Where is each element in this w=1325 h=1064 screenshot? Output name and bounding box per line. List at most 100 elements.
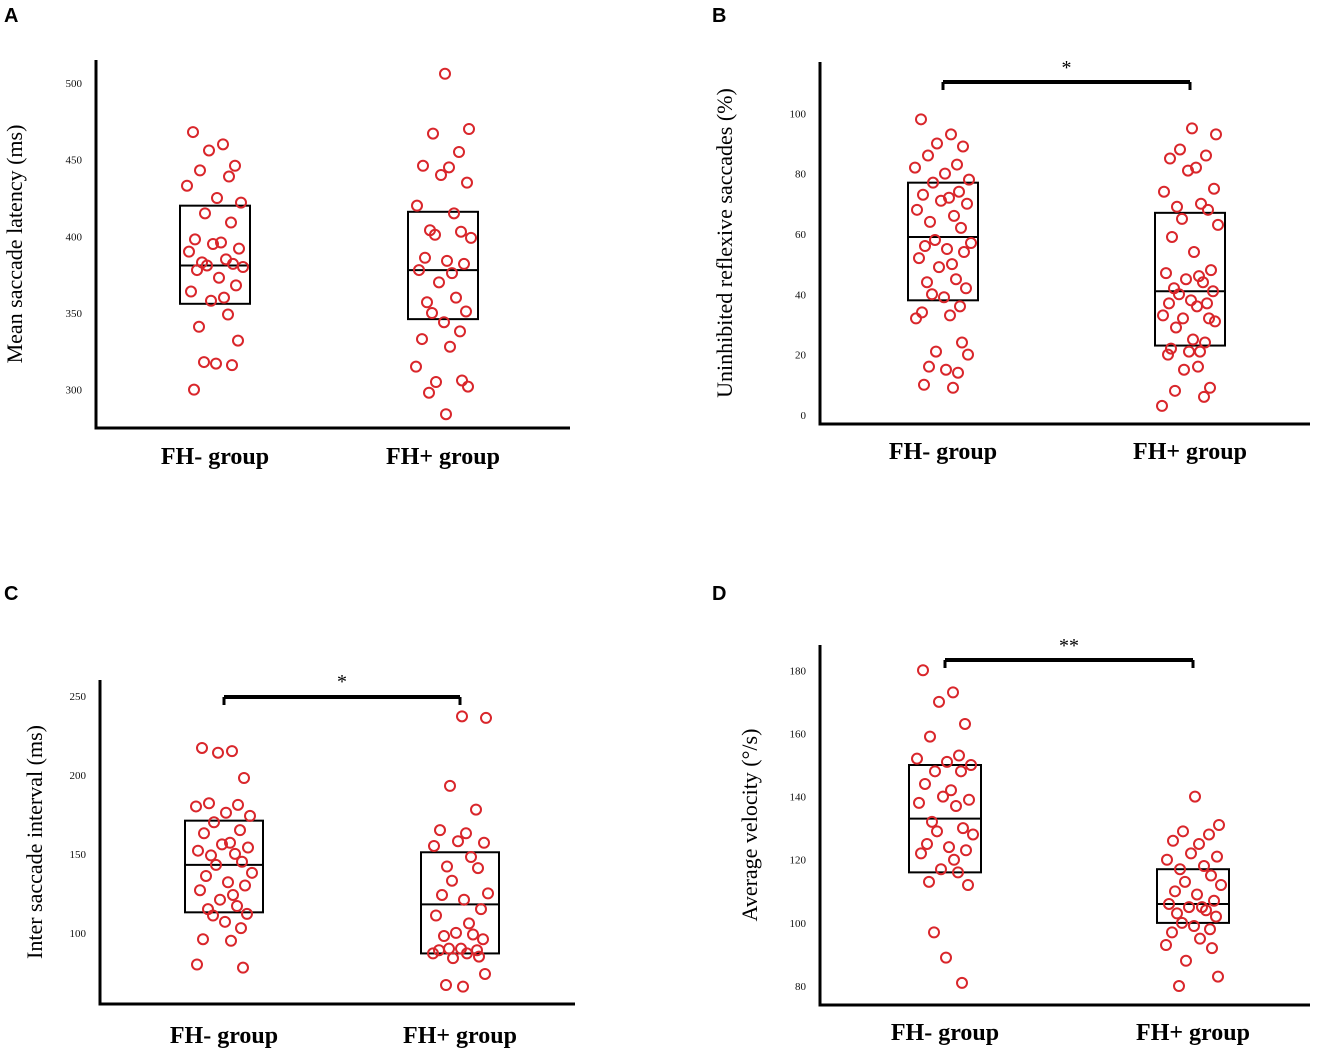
panel-a-point <box>448 207 460 220</box>
panel-c-point <box>210 858 222 871</box>
panel-b-ytick-label: 80 <box>795 169 807 181</box>
panel-b-point <box>926 288 938 301</box>
panel-a-point <box>440 408 452 421</box>
panel-d-point <box>1210 910 1222 923</box>
panel-a-xcat-label: FH+ group <box>386 444 500 470</box>
panel-d-point <box>933 695 945 708</box>
panel-a-point <box>421 296 433 309</box>
panel-b-point <box>1157 309 1169 322</box>
panel-a-point <box>429 228 441 241</box>
panel-c-point <box>216 838 228 851</box>
panel-d: 80 100 120 140 160 180 Average velocity (°/s) F… <box>737 635 1310 1046</box>
panel-b-box-1 <box>1154 211 1226 347</box>
panel-d-point <box>915 847 927 860</box>
panel-c-point <box>440 979 452 992</box>
panel-d-point <box>1180 954 1192 967</box>
panel-c-box-0 <box>184 819 264 914</box>
panel-b-point <box>944 309 956 322</box>
panel-a-point <box>201 259 213 272</box>
panel-b-point <box>950 273 962 286</box>
panel-c-point <box>242 841 254 854</box>
panel-b-point <box>958 246 970 259</box>
panel-c-point <box>443 942 455 955</box>
panel-a-point <box>456 374 468 387</box>
panel-a-point <box>435 169 447 181</box>
panel-a-point <box>411 199 423 212</box>
panel-a-point <box>183 245 195 258</box>
panel-c-point <box>463 917 475 930</box>
panel-c-xcat-label: FH- group <box>170 1023 278 1049</box>
panel-c-point <box>477 933 489 946</box>
panel-d-axes <box>818 645 1310 1007</box>
panel-d-point <box>1212 970 1224 983</box>
panel-b-point <box>919 240 931 253</box>
panel-b-point <box>956 336 968 349</box>
panel-b-axes <box>818 62 1310 426</box>
panel-d-point <box>1193 837 1205 850</box>
panel-c-point <box>194 884 206 897</box>
panel-d-point <box>1204 923 1216 936</box>
panel-b-ytick-label: 60 <box>795 229 807 241</box>
panel-d-point <box>921 837 933 850</box>
panel-b-point <box>1191 300 1203 313</box>
panel-c-point <box>460 827 472 840</box>
panel-a-point <box>419 251 431 264</box>
panel-b-point <box>1164 152 1176 165</box>
panel-a-point <box>416 333 428 346</box>
panel-b-point <box>910 312 922 325</box>
panel-c-point <box>461 947 473 960</box>
panel-b-point <box>927 176 939 189</box>
panel-b: 0 20 40 60 80 100 Uninhibited reflexive saccad… <box>712 57 1310 465</box>
panel-b-point <box>1165 342 1177 355</box>
panel-a-point <box>198 356 210 369</box>
panel-b-point <box>922 149 934 162</box>
panel-d-point <box>1194 932 1206 945</box>
panel-c-point <box>191 958 203 971</box>
panel-a-box-1 <box>407 210 479 321</box>
panel-c-point <box>428 839 440 852</box>
panel-d-ytick-label: 120 <box>790 855 807 867</box>
panel-b-point <box>1199 336 1211 349</box>
panel-d-point <box>953 749 965 762</box>
panel-b-point <box>1177 312 1189 325</box>
panel-b-point <box>1182 164 1194 177</box>
panel-b-point <box>1192 360 1204 373</box>
panel-a-point <box>443 161 455 174</box>
panel-d-point <box>948 853 960 866</box>
panel-c-point <box>444 779 456 792</box>
panel-c-point <box>232 798 244 811</box>
panel-a-point <box>229 159 241 172</box>
panel-a-ytick-label: 500 <box>66 78 83 90</box>
panel-b-point <box>946 258 958 271</box>
panel-b-point <box>1160 267 1172 280</box>
panel-b-point <box>955 221 967 234</box>
panel-c-point <box>237 961 249 974</box>
panel-c-point <box>467 928 479 941</box>
panel-a-point <box>225 216 237 229</box>
panel-d-point <box>960 844 972 857</box>
panel-a-point <box>450 291 462 304</box>
panel-letter-a: A <box>4 5 18 27</box>
panel-d-point <box>1200 904 1212 917</box>
panel-c-ytick-label: 100 <box>70 928 87 940</box>
panel-b-ytick-label: 100 <box>790 108 807 120</box>
panel-b-point <box>1205 264 1217 277</box>
panel-c-point <box>241 907 253 920</box>
panel-b-point <box>921 276 933 289</box>
panel-c-point <box>234 824 246 837</box>
panel-a-point <box>462 380 474 393</box>
panel-a-point <box>413 264 425 277</box>
panel-letter-c: C <box>4 583 18 605</box>
panel-b-point <box>1186 122 1198 135</box>
panel-b-point <box>1183 345 1195 358</box>
panel-d-point <box>928 926 940 939</box>
panel-d-point <box>1169 885 1181 898</box>
panel-a-point <box>439 67 451 80</box>
panel-c-point <box>457 980 469 993</box>
panel-a-point <box>211 192 223 204</box>
panel-b-point <box>1195 197 1207 210</box>
panel-d-point <box>963 793 975 806</box>
panel-b-point <box>1207 285 1219 298</box>
panel-c-point <box>192 844 204 857</box>
